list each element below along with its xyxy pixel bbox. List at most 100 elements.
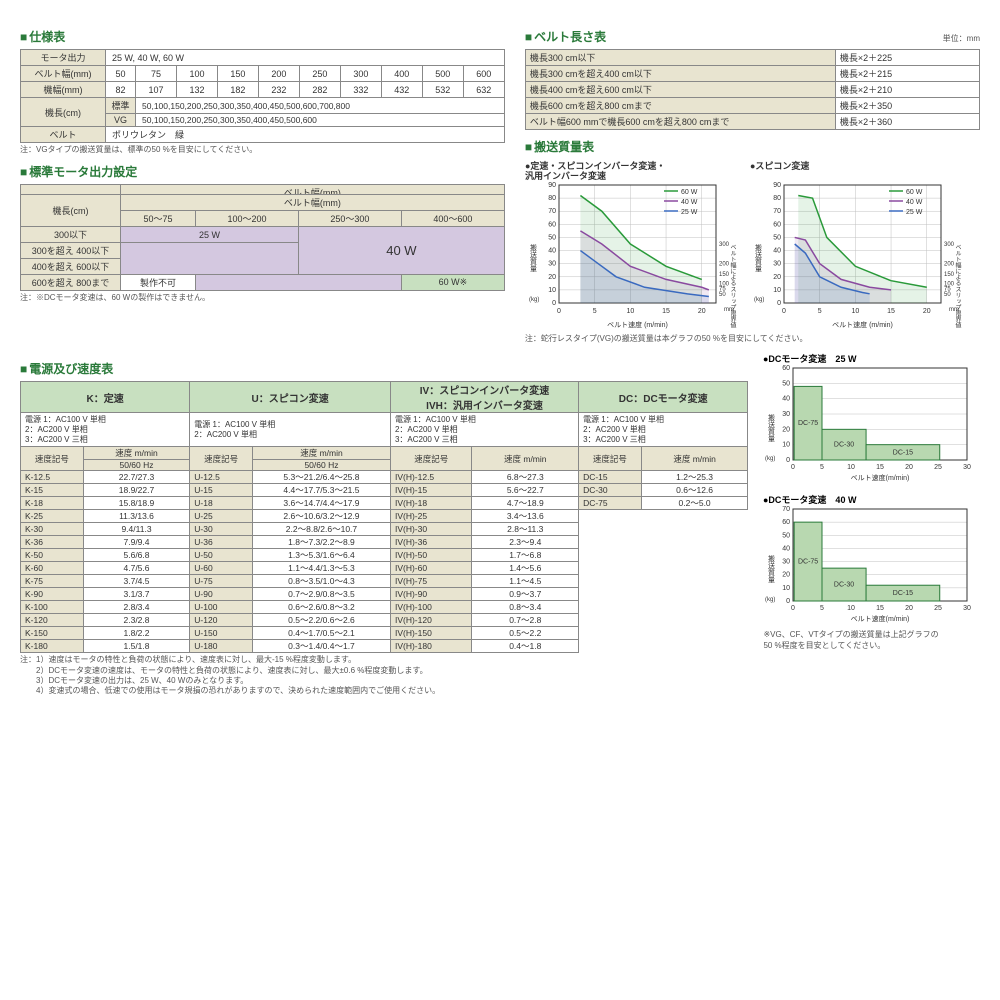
svg-text:0: 0 — [777, 300, 781, 307]
svg-text:mm: mm — [949, 307, 959, 313]
spec-title: 仕様表 — [20, 28, 505, 45]
svg-text:60: 60 — [783, 365, 791, 372]
svg-text:10: 10 — [548, 287, 556, 294]
svg-text:●DCモータ変速 25 W: ●DCモータ変速 25 W — [763, 353, 857, 364]
svg-text:40 W: 40 W — [681, 199, 698, 206]
svg-text:●スピコン変速: ●スピコン変速 — [750, 160, 809, 171]
dc-note: ※VG、CF、VTタイプの搬送質量は上記グラフの 50 %程度を目安としてくださ… — [763, 630, 980, 651]
svg-text:0: 0 — [552, 300, 556, 307]
svg-text:30: 30 — [783, 411, 791, 418]
svg-text:5: 5 — [820, 605, 824, 612]
svg-text:ベルト速度(m/min): ベルト速度(m/min) — [851, 473, 910, 482]
svg-text:搬送質量: 搬送質量 — [768, 555, 776, 584]
svg-text:25 W: 25 W — [906, 209, 923, 216]
svg-text:20: 20 — [773, 274, 781, 281]
mass-chart-title: 搬送質量表 — [525, 138, 980, 155]
svg-text:搬送質量: 搬送質量 — [768, 414, 776, 443]
svg-text:15: 15 — [877, 605, 885, 612]
belt-len-title: ベルト長さ表 — [525, 28, 606, 45]
svg-text:10: 10 — [626, 308, 634, 315]
svg-text:60: 60 — [548, 221, 556, 228]
svg-text:40: 40 — [548, 248, 556, 255]
svg-text:25: 25 — [935, 464, 943, 471]
svg-text:50: 50 — [944, 292, 951, 298]
svg-text:5: 5 — [593, 308, 597, 315]
svg-text:20: 20 — [783, 427, 791, 434]
svg-text:0: 0 — [791, 464, 795, 471]
motor-title: 標準モータ出力設定 — [20, 163, 505, 180]
svg-text:15: 15 — [887, 308, 895, 315]
svg-text:25 W: 25 W — [681, 209, 698, 216]
svg-text:20: 20 — [548, 274, 556, 281]
svg-text:10: 10 — [773, 287, 781, 294]
svg-text:DC-75: DC-75 — [798, 559, 818, 566]
spec-table: モータ出力25 W, 40 W, 60 W ベルト幅(mm) 507510015… — [20, 49, 505, 143]
svg-text:0: 0 — [782, 308, 786, 315]
svg-text:50: 50 — [783, 381, 791, 388]
svg-text:10: 10 — [851, 308, 859, 315]
mass-chart-2: ●スピコン変速01020304050607080900510152060 W40… — [750, 159, 965, 332]
svg-text:75: 75 — [719, 287, 726, 293]
svg-text:30: 30 — [964, 464, 972, 471]
spec-note: 注：VGタイプの搬送質量は、標準の50 %を目安にしてください。 — [20, 145, 505, 155]
svg-text:mm: mm — [724, 307, 734, 313]
svg-text:(kg): (kg) — [754, 297, 764, 303]
svg-text:40: 40 — [783, 546, 791, 553]
svg-text:20: 20 — [906, 605, 914, 612]
svg-text:30: 30 — [964, 605, 972, 612]
svg-text:10: 10 — [783, 585, 791, 592]
svg-text:80: 80 — [773, 195, 781, 202]
svg-text:60: 60 — [783, 520, 791, 527]
svg-text:15: 15 — [662, 308, 670, 315]
mass-note: 注：蛇行レスタイプ(VG)の搬送質量は本グラフの50 %を目安にしてください。 — [525, 334, 980, 344]
svg-text:80: 80 — [548, 195, 556, 202]
mass-chart-1: ●定速・スピコンインバータ変速・汎用インバータ変速010203040506070… — [525, 159, 740, 332]
svg-text:90: 90 — [773, 182, 781, 189]
svg-text:●DCモータ変速 40 W: ●DCモータ変速 40 W — [763, 494, 857, 505]
svg-text:50: 50 — [783, 533, 791, 540]
svg-text:20: 20 — [923, 308, 931, 315]
svg-text:0: 0 — [787, 598, 791, 605]
dc-chart-40w: ●DCモータ変速 40 W010203040506070051015202530… — [763, 493, 980, 626]
svg-text:75: 75 — [944, 287, 951, 293]
svg-text:DC-30: DC-30 — [834, 442, 854, 449]
svg-text:15: 15 — [877, 464, 885, 471]
svg-text:10: 10 — [848, 464, 856, 471]
svg-text:(kg): (kg) — [765, 597, 775, 603]
svg-text:70: 70 — [783, 506, 791, 513]
svg-text:DC-75: DC-75 — [798, 421, 818, 428]
svg-text:60 W: 60 W — [681, 189, 698, 196]
svg-text:搬送質量: 搬送質量 — [754, 243, 762, 272]
svg-text:10: 10 — [848, 605, 856, 612]
svg-text:ベルト速度(m/min): ベルト速度(m/min) — [851, 614, 910, 623]
speed-title: 電源及び速度表 — [20, 360, 748, 377]
svg-text:30: 30 — [773, 261, 781, 268]
svg-text:20: 20 — [698, 308, 706, 315]
svg-text:10: 10 — [783, 442, 791, 449]
motor-output-table-final: 機長(cm)ベルト幅(mm) 50～75100～200250～300400～60… — [20, 194, 505, 291]
svg-text:20: 20 — [906, 464, 914, 471]
svg-text:30: 30 — [783, 559, 791, 566]
dc-chart-25w: ●DCモータ変速 25 W0102030405060051015202530DC… — [763, 352, 980, 485]
svg-text:60 W: 60 W — [906, 189, 923, 196]
svg-text:DC-15: DC-15 — [893, 450, 913, 457]
svg-text:0: 0 — [787, 457, 791, 464]
belt-length-table: 機長300 cm以下機長×2＋225 機長300 cmを超え400 cm以下機長… — [525, 49, 980, 130]
svg-text:90: 90 — [548, 182, 556, 189]
svg-text:20: 20 — [783, 572, 791, 579]
svg-text:5: 5 — [818, 308, 822, 315]
speed-table: K：定速U：スピコン変速IV：スピコンインバータ変速 IVH：汎用インバータ変速… — [20, 381, 748, 653]
speed-notes: 注：1）速度はモータの特性と負荷の状態により、速度表に対し、最大-15 %程度変… — [20, 655, 748, 697]
svg-text:5: 5 — [820, 464, 824, 471]
svg-text:DC-15: DC-15 — [893, 591, 913, 598]
svg-text:50: 50 — [773, 234, 781, 241]
svg-text:25: 25 — [935, 605, 943, 612]
svg-text:ベルト速度 (m/min): ベルト速度 (m/min) — [832, 320, 893, 329]
svg-text:50: 50 — [548, 234, 556, 241]
svg-text:●定速・スピコンインバータ変速・: ●定速・スピコンインバータ変速・ — [525, 160, 665, 171]
svg-text:(kg): (kg) — [765, 456, 775, 462]
svg-text:60: 60 — [773, 221, 781, 228]
svg-text:汎用インバータ変速: 汎用インバータ変速 — [525, 170, 606, 181]
svg-text:40 W: 40 W — [906, 199, 923, 206]
svg-text:(kg): (kg) — [529, 297, 539, 303]
